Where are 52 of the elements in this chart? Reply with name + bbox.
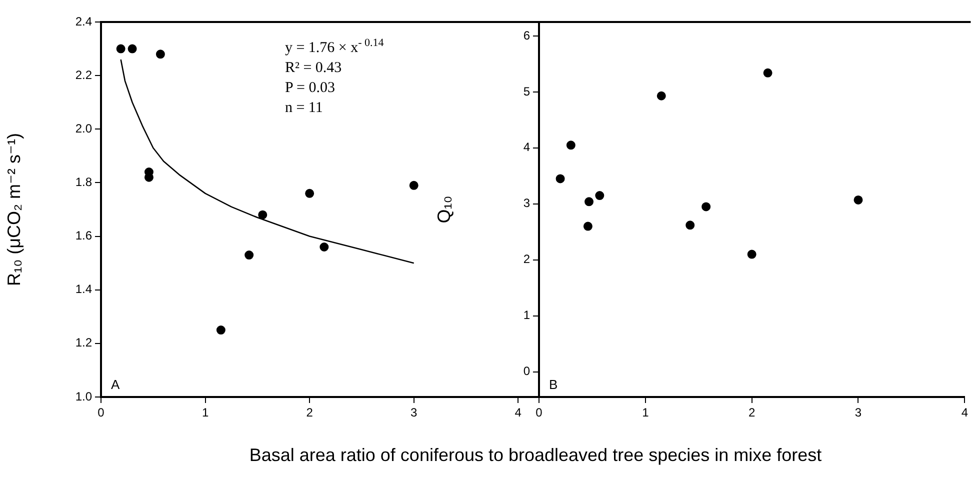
y-tick-label: 3 [523,196,530,210]
point [566,140,576,150]
x-tick-label: 3 [410,406,418,420]
point [244,250,254,260]
y-tick-label: 2.4 [75,14,92,28]
point [116,44,126,54]
y-tick-label: 2 [523,252,530,266]
point [305,188,314,198]
point [702,202,711,212]
y-axis-title: Q₁₀ [434,196,454,224]
y-tick-label: 1.0 [75,389,92,404]
point [556,174,565,184]
annotation: P = 0.03 [284,80,335,96]
y-tick-label: 5 [523,84,530,98]
point [128,44,137,54]
y-tick-label: 4 [523,140,530,154]
x-tick-label: 3 [854,406,862,420]
y-tick-label: 1.6 [75,228,92,243]
y-tick-label: 2.0 [75,121,92,136]
y-tick-label: 2.2 [75,68,92,82]
point [686,220,695,230]
point [595,191,604,200]
x-tick-label: 0 [536,406,543,420]
point [320,242,329,252]
x-tick-label: 1 [202,406,209,420]
point [656,91,666,100]
point [409,180,418,190]
point [747,250,756,259]
x-tick-label: 4 [961,406,968,420]
x-tick-label: 0 [98,406,105,420]
point [763,68,772,78]
y-axis-title: R₁₀ (μCO₂ m⁻² s⁻¹) [4,133,24,286]
annotation: A [111,377,120,392]
y-tick-label: 1.8 [75,175,92,190]
y-tick-label: 1.2 [75,336,92,350]
annotation: R² = 0.43 [284,60,342,76]
annotation: B [549,377,558,392]
y-tick-label: 1 [523,308,530,322]
point [258,210,268,220]
annotation: n = 11 [284,100,323,116]
x-tick-label: 2 [748,406,756,420]
point [156,50,165,59]
point [583,222,592,231]
point [854,195,863,204]
point [216,326,226,335]
point [584,197,594,206]
x-axis-title: Basal area ratio of coniferous to broadleaved tree species in mixe forest [248,445,823,466]
y-tick-label: 1.4 [75,282,92,296]
x-tick-label: 2 [306,406,314,420]
x-tick-label: 1 [642,406,650,420]
y-tick-label: 6 [523,28,530,42]
y-tick-label: 0 [523,364,530,378]
